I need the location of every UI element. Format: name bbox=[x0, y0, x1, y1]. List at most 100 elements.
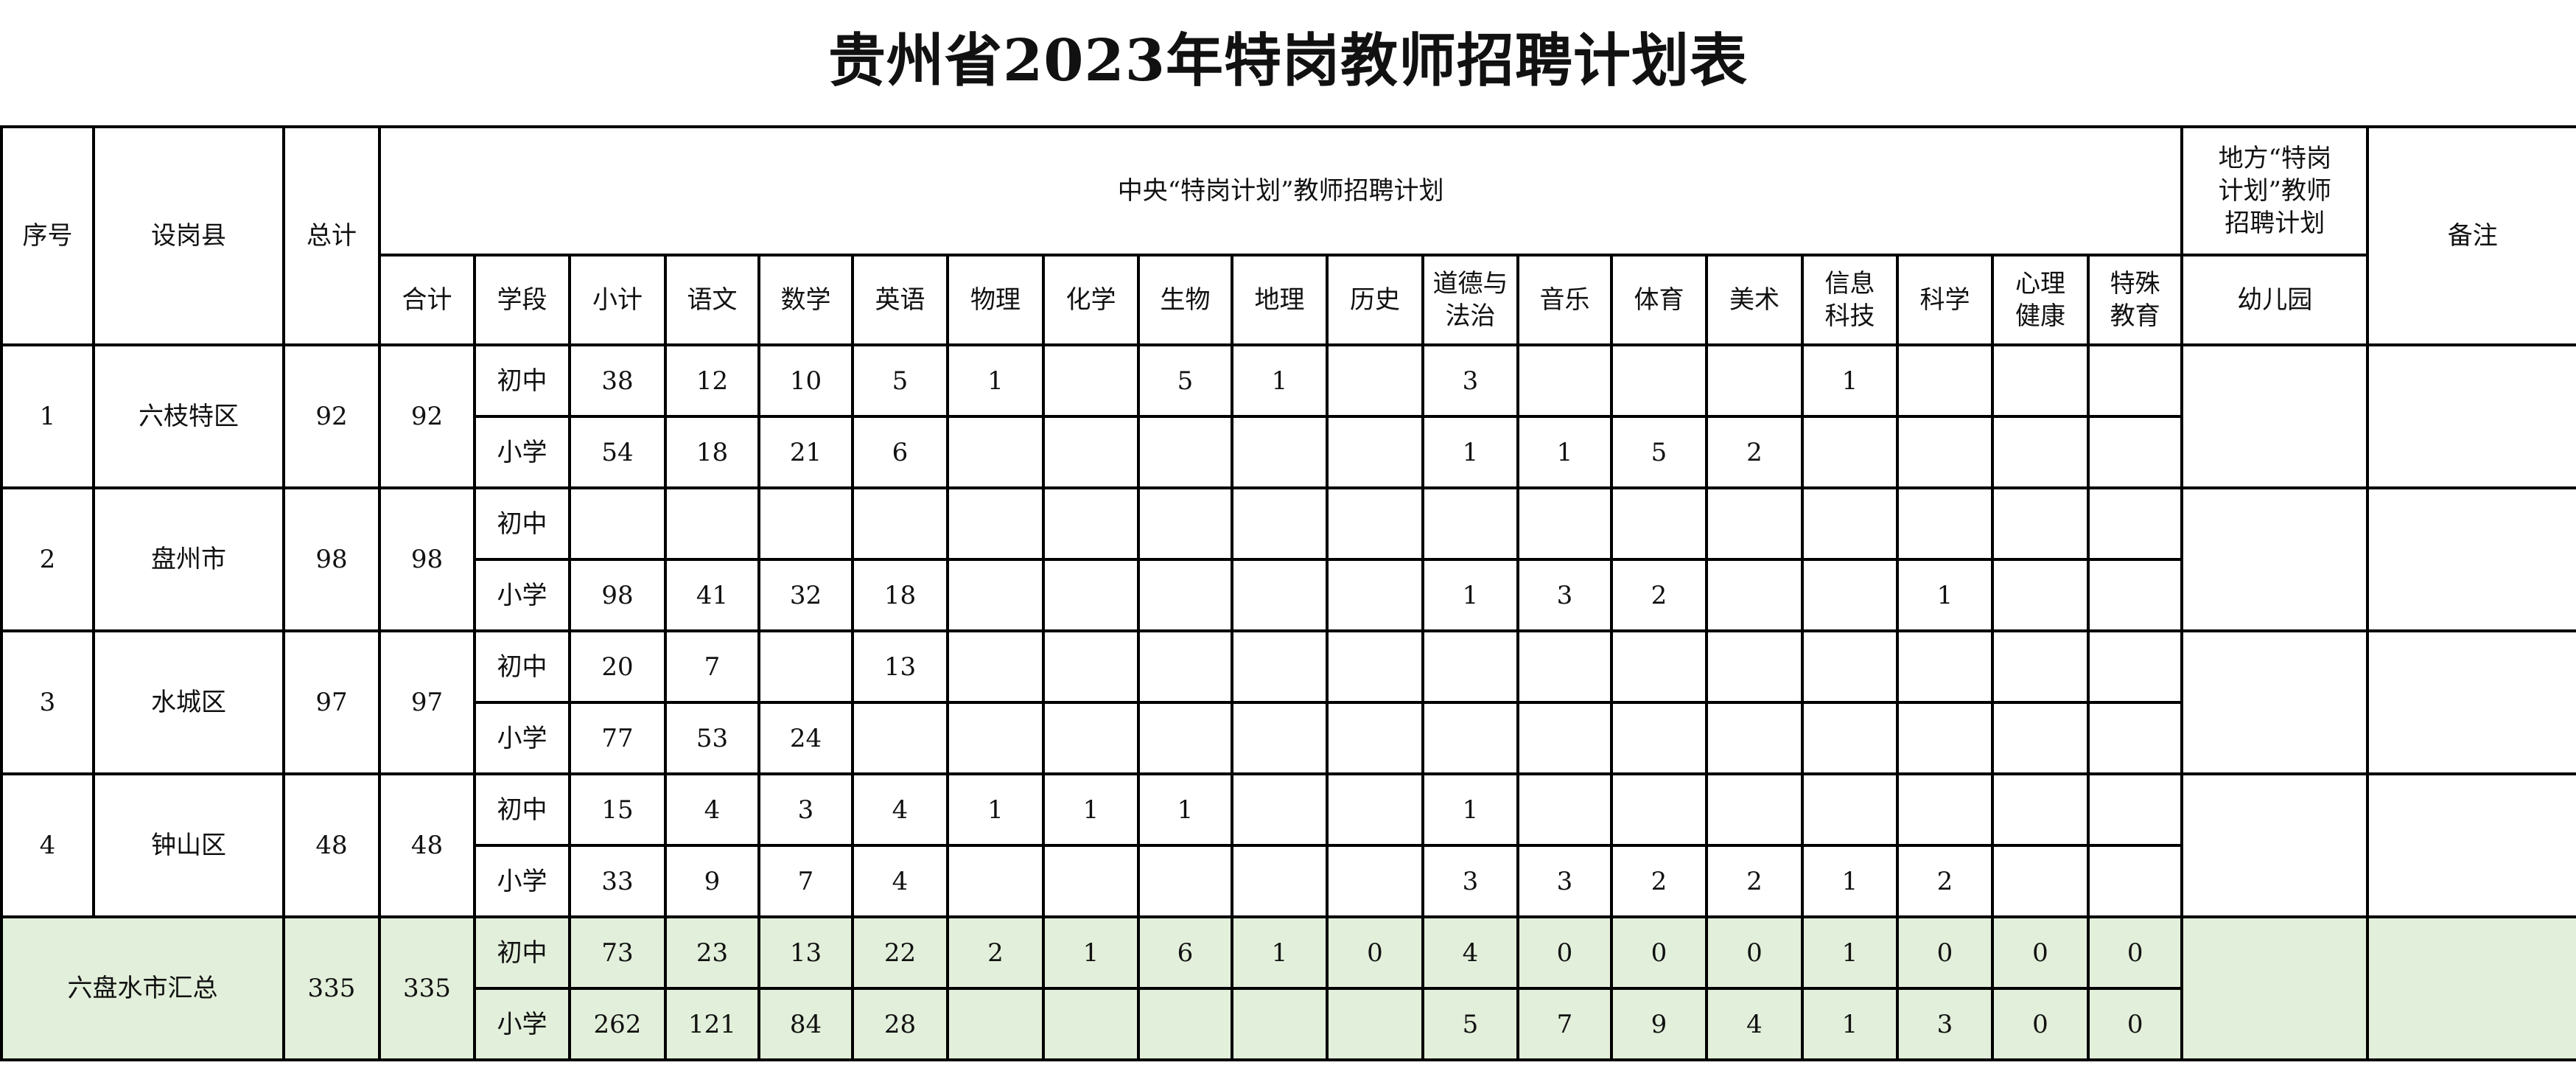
total-cell: 335 bbox=[282, 915, 381, 1061]
value-cell: 38 bbox=[568, 343, 667, 418]
value-cell bbox=[1042, 701, 1140, 775]
kindergarten-cell bbox=[2180, 772, 2370, 918]
value-cell bbox=[1137, 987, 1233, 1061]
value-cell: 13 bbox=[757, 915, 854, 990]
header-subject: 信息 科技 bbox=[1801, 254, 1899, 346]
table-row: 1 六枝特区 92 92 初中 38 12 10 5 1 5 1 3 1 bbox=[0, 343, 2576, 489]
kindergarten-cell bbox=[2180, 915, 2370, 1061]
header-subject: 道德与 法治 bbox=[1421, 254, 1519, 346]
total-cell: 48 bbox=[282, 772, 381, 918]
value-cell: 2 bbox=[1610, 844, 1708, 918]
value-cell bbox=[1326, 844, 1424, 918]
page-title: 贵州省2023年特岗教师招聘计划表 bbox=[827, 27, 1749, 94]
value-cell: 3 bbox=[1516, 558, 1613, 632]
value-cell: 77 bbox=[568, 701, 667, 775]
stage-cell: 初中 bbox=[473, 772, 571, 847]
table-row: 小学 54 18 21 6 1 1 5 2 bbox=[1, 415, 2576, 489]
value-cell: 53 bbox=[664, 701, 760, 775]
value-cell bbox=[1042, 486, 1140, 561]
value-cell: 1 bbox=[1231, 915, 1329, 990]
value-cell: 73 bbox=[568, 915, 667, 990]
value-cell bbox=[2086, 343, 2184, 418]
value-cell: 21 bbox=[757, 415, 854, 489]
value-cell bbox=[568, 486, 667, 561]
seq-cell: 3 bbox=[0, 629, 95, 775]
table-row: 4 钟山区 48 48 初中 15 4 3 4 1 1 1 1 bbox=[0, 772, 2576, 918]
value-cell: 5 bbox=[1421, 987, 1519, 1061]
kindergarten-cell bbox=[2180, 629, 2370, 775]
header-subject: 生物 bbox=[1137, 254, 1233, 346]
header-subject: 地理 bbox=[1231, 254, 1329, 346]
value-cell: 54 bbox=[568, 415, 667, 489]
value-cell: 1 bbox=[946, 772, 1045, 847]
header-subject: 历史 bbox=[1326, 254, 1424, 346]
value-cell: 4 bbox=[851, 772, 949, 847]
value-cell: 2 bbox=[1896, 844, 1994, 918]
value-cell: 0 bbox=[2086, 987, 2184, 1061]
sum-cell: 335 bbox=[378, 915, 476, 1061]
recruitment-table: 序号 设岗县 总计 中央“特岗计划”教师招聘计划 地方“特岗 计划”教师 招聘计… bbox=[0, 125, 2576, 1061]
value-cell bbox=[1896, 415, 1994, 489]
value-cell: 0 bbox=[1326, 915, 1424, 990]
value-cell: 84 bbox=[757, 987, 854, 1061]
value-cell: 0 bbox=[1991, 915, 2090, 990]
value-cell bbox=[1421, 701, 1519, 775]
value-cell bbox=[1801, 629, 1899, 704]
value-cell bbox=[2086, 415, 2184, 489]
header-central-plan: 中央“特岗计划”教师招聘计划 bbox=[377, 125, 2184, 256]
value-cell bbox=[1231, 415, 1329, 489]
kindergarten-cell bbox=[2180, 486, 2370, 632]
value-cell bbox=[1801, 558, 1899, 632]
stage-cell: 小学 bbox=[473, 415, 571, 489]
value-cell bbox=[1801, 701, 1899, 775]
value-cell: 5 bbox=[851, 343, 949, 418]
stage-cell: 小学 bbox=[473, 701, 571, 775]
header-subject: 体育 bbox=[1610, 254, 1708, 346]
value-cell bbox=[1610, 772, 1708, 847]
value-cell: 4 bbox=[1421, 915, 1519, 990]
value-cell: 2 bbox=[946, 915, 1045, 990]
header-subject: 英语 bbox=[851, 254, 949, 346]
value-cell: 4 bbox=[1705, 987, 1804, 1061]
value-cell: 22 bbox=[851, 915, 949, 990]
sum-cell: 92 bbox=[378, 343, 476, 489]
value-cell: 98 bbox=[568, 558, 667, 632]
value-cell bbox=[1516, 486, 1613, 561]
county-cell: 六枝特区 bbox=[92, 343, 285, 489]
value-cell bbox=[1326, 558, 1424, 632]
value-cell bbox=[1705, 343, 1804, 418]
value-cell bbox=[1991, 558, 2090, 632]
value-cell: 10 bbox=[757, 343, 854, 418]
table-row: 3 水城区 97 97 初中 20 7 13 bbox=[0, 629, 2576, 775]
value-cell bbox=[1705, 558, 1804, 632]
value-cell bbox=[946, 701, 1045, 775]
value-cell: 18 bbox=[664, 415, 760, 489]
value-cell: 1 bbox=[1421, 415, 1519, 489]
seq-cell: 4 bbox=[0, 772, 95, 918]
value-cell bbox=[1991, 772, 2090, 847]
kindergarten-cell bbox=[2180, 343, 2370, 489]
table-row: 小学 77 53 24 bbox=[1, 701, 2576, 775]
stage-cell: 初中 bbox=[473, 629, 571, 704]
header-subject: 科学 bbox=[1896, 254, 1994, 346]
value-cell: 33 bbox=[568, 844, 667, 918]
value-cell: 1 bbox=[1231, 343, 1329, 418]
remarks-cell bbox=[2366, 629, 2576, 775]
stage-cell: 小学 bbox=[473, 558, 571, 632]
header-subject: 化学 bbox=[1042, 254, 1140, 346]
summary-label: 六盘水市汇总 bbox=[0, 915, 285, 1061]
value-cell: 3 bbox=[1421, 343, 1519, 418]
value-cell: 1 bbox=[1421, 772, 1519, 847]
value-cell bbox=[1896, 701, 1994, 775]
value-cell: 23 bbox=[664, 915, 760, 990]
value-cell bbox=[1610, 343, 1708, 418]
value-cell bbox=[1610, 486, 1708, 561]
value-cell bbox=[1991, 844, 2090, 918]
value-cell bbox=[1326, 486, 1424, 561]
value-cell bbox=[1042, 629, 1140, 704]
value-cell: 6 bbox=[1137, 915, 1233, 990]
value-cell bbox=[1516, 343, 1613, 418]
total-cell: 97 bbox=[282, 629, 381, 775]
value-cell bbox=[946, 629, 1045, 704]
header-subject: 物理 bbox=[946, 254, 1045, 346]
